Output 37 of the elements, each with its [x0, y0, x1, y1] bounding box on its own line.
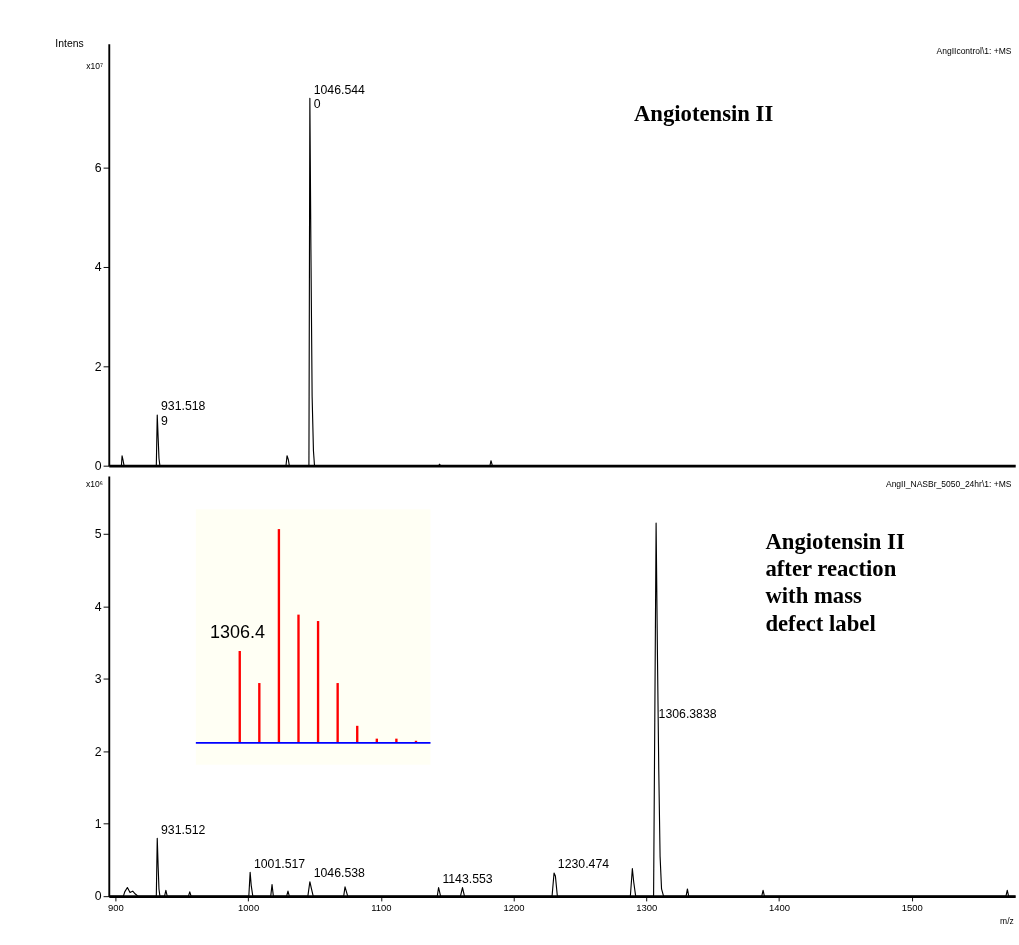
- annotation: Angiotensin II: [633, 101, 774, 127]
- annotation: 1046.538: [313, 865, 366, 880]
- annotation: 931.512: [161, 822, 206, 837]
- y-tick-label: 0: [94, 889, 102, 904]
- text: x10⁷: [86, 61, 104, 72]
- y-tick-label: 1: [94, 817, 102, 832]
- x-tick-label: 1000: [238, 901, 260, 913]
- y-tick-label: 6: [94, 161, 102, 176]
- y-axis-title: Intens: [55, 38, 84, 50]
- y-tick-label: 4: [94, 260, 102, 275]
- text: x10⁶: [85, 478, 104, 489]
- annotation: 931.518 9: [161, 399, 206, 428]
- y-tick-label: 2: [94, 744, 102, 759]
- y-tick-label: 0: [94, 458, 102, 473]
- y-tick-label: 4: [94, 599, 102, 614]
- annotation: 1306.3838: [658, 706, 717, 721]
- annotation: AngII_NASBr_5050_24hr\1: +MS: [885, 478, 1012, 489]
- annotation: 1143.553: [442, 871, 493, 886]
- x-axis-title: m/z: [1000, 916, 1014, 927]
- y-tick-label: 3: [94, 672, 102, 687]
- annotation: 1306.4: [210, 621, 266, 642]
- x-tick-label: 1500: [901, 901, 923, 913]
- y-tick-label: 2: [94, 359, 102, 374]
- annotation: Angiotensin II after reaction with mass defect label: [765, 528, 905, 636]
- x-tick-label: 1300: [636, 901, 658, 913]
- bar: [336, 683, 339, 743]
- bar: [297, 614, 300, 743]
- annotation: AngIIcontrol\1: +MS: [936, 46, 1012, 57]
- x-tick-label: 1400: [768, 901, 790, 913]
- annotation: 1230.474: [557, 857, 610, 872]
- bar: [258, 683, 261, 743]
- x-tick-label: 900: [108, 901, 124, 913]
- x-tick-label: 1200: [503, 901, 525, 913]
- y-tick-label: 5: [94, 527, 102, 542]
- annotation: 1046.544 0: [313, 82, 366, 111]
- annotation: 1001.517: [253, 856, 306, 871]
- x-tick-label: 1100: [371, 901, 392, 913]
